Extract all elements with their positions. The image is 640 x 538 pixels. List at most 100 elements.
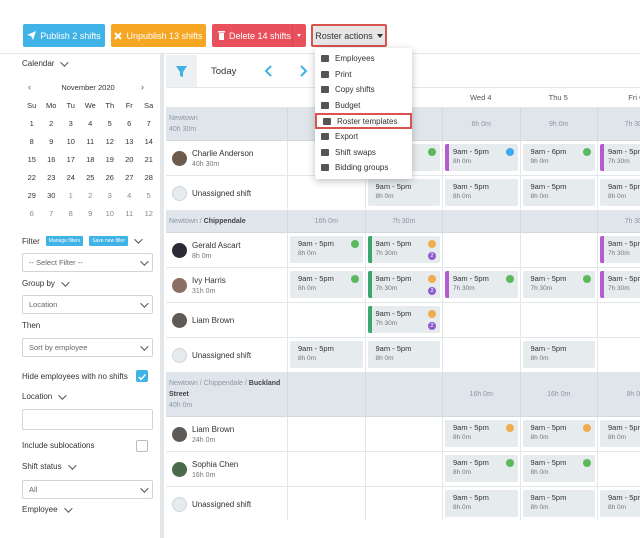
date[interactable]: 3 (68, 119, 73, 128)
publish-button[interactable]: Publish 2 shifts (23, 24, 105, 47)
menu-item[interactable]: Copy shifts (315, 82, 412, 98)
roster-actions-button[interactable]: Roster actions (311, 24, 387, 47)
group-title: Newtown (169, 113, 284, 124)
date[interactable]: 18 (86, 155, 95, 164)
date[interactable]: 26 (105, 173, 114, 182)
shift-card[interactable]: 9am - 5pm 8h 0m (522, 455, 595, 482)
date[interactable]: 24 (66, 173, 75, 182)
shift-card[interactable]: 9am - 5pm 8h 0m (367, 341, 440, 368)
shift-card[interactable]: 9am - 5pm 8h 0m (290, 271, 363, 298)
shift-card[interactable]: 9am - 5pm 7h 30m (600, 236, 640, 263)
shift-card[interactable]: 9am - 5pm 8h 0m (290, 341, 363, 368)
date[interactable]: 2 (49, 119, 54, 128)
filter-select[interactable]: -- Select Filter -- (22, 253, 153, 272)
date[interactable]: 21 (144, 155, 153, 164)
shift-card[interactable]: 9am - 5pm 8h 0m (445, 455, 518, 482)
next-month[interactable]: › (141, 82, 144, 92)
filter-toggle[interactable] (166, 55, 197, 88)
date[interactable]: 28 (144, 173, 153, 182)
date[interactable]: 13 (125, 137, 134, 146)
date[interactable]: 12 (144, 209, 153, 218)
date[interactable]: 25 (86, 173, 95, 182)
date[interactable]: 1 (68, 191, 73, 200)
shift-card[interactable]: 9am - 5pm 7h 30m (600, 271, 640, 298)
next-week[interactable] (296, 64, 310, 78)
delete-button[interactable]: Delete 14 shifts (212, 24, 306, 47)
date[interactable]: 19 (105, 155, 114, 164)
date[interactable]: 7 (146, 119, 151, 128)
date[interactable]: 7 (49, 209, 54, 218)
shift-card[interactable]: 9am - 5pm 8h 0m (367, 179, 440, 206)
shift-card[interactable]: 9am - 5pm 7h 30m 2 (367, 306, 440, 333)
shift-time: 9am - 5pm (530, 182, 567, 191)
date[interactable]: 22 (27, 173, 36, 182)
date[interactable]: 20 (125, 155, 134, 164)
shift-card[interactable]: 9am - 5pm 8h 0m (522, 490, 595, 517)
then-select[interactable]: Sort by employee (22, 338, 153, 357)
shift-card[interactable]: 9am - 5pm 8h 0m (522, 341, 595, 368)
date[interactable]: 4 (127, 191, 132, 200)
shift-card[interactable]: 9am - 5pm 8h 0m (522, 420, 595, 447)
date[interactable]: 9 (49, 137, 54, 146)
shift-card[interactable]: 9am - 5pm 8h 0m (445, 420, 518, 447)
date[interactable]: 9 (88, 209, 93, 218)
shift-card[interactable]: 9am - 5pm 8h 0m (600, 490, 640, 517)
date[interactable]: 11 (125, 209, 134, 218)
hide-checkbox[interactable] (136, 370, 148, 382)
manage-filters[interactable]: Manage filters (45, 236, 84, 246)
location-input[interactable] (22, 409, 153, 430)
date[interactable]: 29 (27, 191, 36, 200)
today-button[interactable]: Today (211, 66, 237, 77)
shift-card[interactable]: 9am - 5pm 8h 0m (445, 144, 518, 171)
shift-card[interactable]: 9am - 5pm 8h 0m (445, 179, 518, 206)
menu-item[interactable]: Bidding groups (315, 160, 412, 176)
date[interactable]: 16 (47, 155, 56, 164)
date[interactable]: 6 (29, 209, 34, 218)
date[interactable]: 1 (29, 119, 34, 128)
shift-card[interactable]: 9am - 5pm 8h 0m (522, 179, 595, 206)
unpublish-button[interactable]: Unpublish 13 shifts (111, 24, 206, 47)
label: Publish 2 shifts (40, 30, 101, 41)
shift-card[interactable]: 9am - 5pm 7h 30m (445, 271, 518, 298)
date[interactable]: 3 (107, 191, 112, 200)
date[interactable]: 10 (105, 209, 114, 218)
menu-item[interactable]: Export (315, 129, 412, 145)
shift-status-select[interactable]: All (22, 480, 153, 499)
menu-item[interactable]: Shift swaps (315, 145, 412, 161)
date[interactable]: 2 (88, 191, 93, 200)
date[interactable]: 11 (86, 137, 95, 146)
date[interactable]: 6 (127, 119, 132, 128)
shift-card[interactable]: 9am - 5pm 8h 0m (445, 490, 518, 517)
menu-item[interactable]: Print (315, 67, 412, 83)
sublocations-checkbox[interactable] (136, 440, 148, 452)
date[interactable]: 5 (107, 119, 112, 128)
shift-card[interactable]: 9am - 5pm 8h 0m (290, 236, 363, 263)
shift-card[interactable]: 9am - 5pm 7h 30m (522, 271, 595, 298)
date[interactable]: 8 (68, 209, 73, 218)
menu-item[interactable]: Roster templates (315, 113, 412, 129)
date[interactable]: 17 (66, 155, 75, 164)
date[interactable]: 27 (125, 173, 134, 182)
shift-card[interactable]: 9am - 5pm 8h 0m (600, 179, 640, 206)
menu-item[interactable]: Budget (315, 98, 412, 114)
shift-card[interactable]: 9am - 5pm 8h 0m (600, 420, 640, 447)
date[interactable]: 23 (47, 173, 56, 182)
date[interactable]: 12 (105, 137, 114, 146)
group-name: Newtown / Chippendale (166, 211, 287, 232)
shift-card[interactable]: 9am - 6pm 9h 0m (522, 144, 595, 171)
prev-month[interactable]: ‹ (28, 82, 31, 92)
date[interactable]: 14 (144, 137, 153, 146)
group-by-select[interactable]: Location (22, 295, 153, 314)
shift-card[interactable]: 9am - 5pm 7h 30m (600, 144, 640, 171)
date[interactable]: 10 (66, 137, 75, 146)
date[interactable]: 15 (27, 155, 36, 164)
prev-week[interactable] (262, 64, 276, 78)
shift-card[interactable]: 9am - 5pm 7h 30m 2 (367, 271, 440, 298)
date[interactable]: 5 (146, 191, 151, 200)
date[interactable]: 8 (29, 137, 34, 146)
date[interactable]: 30 (47, 191, 56, 200)
save-filter[interactable]: Save new filter (89, 236, 128, 246)
date[interactable]: 4 (88, 119, 93, 128)
menu-item[interactable]: Employees (315, 51, 412, 67)
shift-card[interactable]: 9am - 5pm 7h 30m 2 (367, 236, 440, 263)
